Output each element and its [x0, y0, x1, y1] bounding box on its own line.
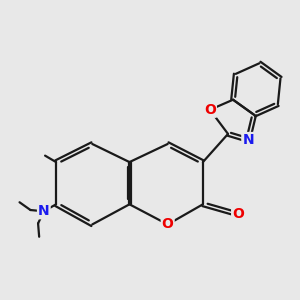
- Text: O: O: [162, 218, 174, 231]
- Text: O: O: [232, 207, 244, 221]
- Text: N: N: [242, 133, 254, 147]
- Text: N: N: [38, 204, 50, 218]
- Text: O: O: [204, 103, 216, 117]
